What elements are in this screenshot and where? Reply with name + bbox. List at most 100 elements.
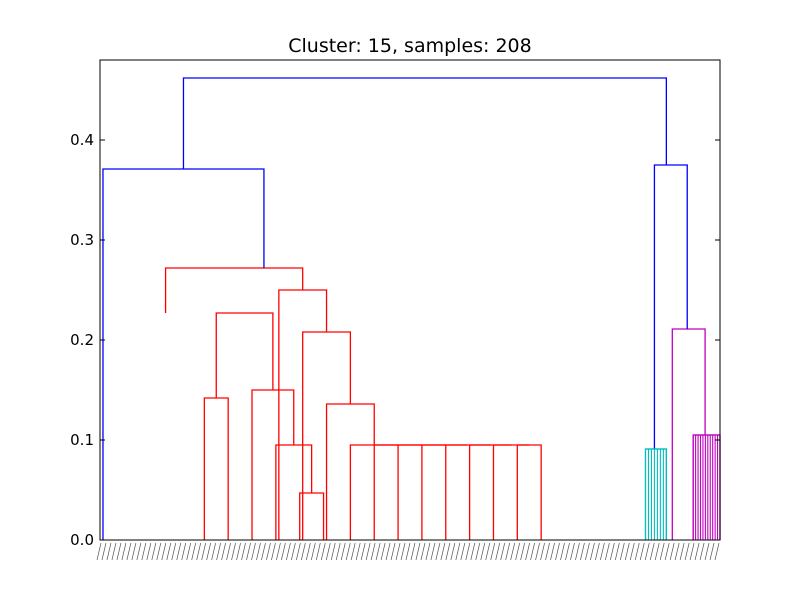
leaf-label-27 [231,542,236,561]
leaf-label-76 [475,542,481,561]
y-tick-label-3: 0.3 [70,231,94,249]
leaf-label-91 [550,542,555,561]
leaf-label-111 [649,542,655,561]
leaf-label-83 [510,542,516,561]
dendrogram-link-12 [349,444,399,540]
leaf-label-59 [390,542,396,561]
leaf-label-89 [540,542,545,561]
leaf-label-77 [480,542,486,561]
leaf-label-112 [654,542,660,561]
leaf-label-32 [256,542,261,561]
leaf-label-81 [500,542,506,561]
y-axis-ticks: 0.0 0.1 0.2 0.3 0.4 [70,131,720,549]
leaf-label-65 [420,542,426,561]
leaf-label-117 [679,542,685,561]
leaf-label-104 [614,542,620,561]
leaf-label-45 [320,542,326,561]
leaf-label-54 [365,542,371,561]
leaf-label-56 [375,542,381,561]
leaf-label-16 [176,542,182,561]
leaf-label-115 [669,542,675,561]
leaf-label-9 [141,542,147,561]
leaf-label-48 [335,542,341,561]
leaf-label-118 [684,542,690,561]
dendrogram-link-2 [251,389,295,540]
leaf-label-30 [246,542,251,561]
y-tick-label-1: 0.1 [70,431,94,449]
leaf-label-103 [609,542,615,561]
dendrogram-link-22 [182,77,667,169]
leaf-label-97 [580,542,585,561]
leaf-label-12 [156,542,162,561]
dendrogram-link-9 [421,444,467,540]
leaf-label-29 [241,542,246,561]
leaf-labels [96,542,720,561]
y-tick-label-2: 0.2 [70,331,94,349]
leaf-label-100 [595,542,600,561]
leaf-label-102 [605,542,610,561]
leaf-label-58 [385,542,391,561]
leaf-label-99 [590,542,595,561]
dense-cluster-0 [644,448,667,540]
leaf-label-72 [455,542,461,561]
leaf-label-39 [291,542,296,561]
leaf-label-101 [600,542,605,561]
leaf-label-90 [545,542,550,561]
leaf-label-123 [709,542,715,561]
leaf-label-24 [216,542,221,561]
leaf-label-10 [146,542,152,561]
leaf-label-88 [535,542,540,561]
leaf-label-23 [211,542,216,561]
leaf-label-106 [624,542,630,561]
leaf-label-40 [296,542,301,561]
leaf-label-62 [405,542,411,561]
leaf-label-119 [689,542,695,561]
dendrogram-link-21 [653,164,688,449]
leaf-label-70 [445,542,451,561]
leaf-label-105 [619,542,625,561]
leaf-label-41 [300,542,306,561]
leaf-label-50 [345,542,351,561]
leaf-label-92 [555,542,560,561]
dendrogram-link-16 [164,267,304,313]
leaf-label-35 [271,542,276,561]
leaf-label-110 [644,542,650,561]
leaf-label-25 [221,542,226,561]
leaf-label-42 [305,542,311,561]
leaf-label-116 [674,542,680,561]
dendrogram-link-5 [516,444,542,540]
leaf-label-94 [565,542,570,561]
dendrogram-link-3 [203,397,229,540]
leaf-label-95 [570,542,575,561]
leaf-label-38 [286,542,291,561]
leaf-label-52 [355,542,361,561]
leaf-label-5 [121,542,127,561]
leaf-label-49 [340,542,346,561]
leaf-label-107 [629,542,635,561]
leaf-label-0 [96,542,102,561]
leaf-label-6 [126,542,132,561]
leaf-label-87 [530,542,535,561]
leaf-label-124 [714,542,720,561]
leaf-label-31 [251,542,256,561]
leaf-label-51 [350,542,356,561]
leaf-label-93 [560,542,565,561]
leaf-label-109 [639,542,645,561]
leaf-label-26 [226,542,231,561]
leaf-label-13 [161,542,167,561]
leaf-label-4 [116,542,122,561]
leaf-label-78 [485,542,491,561]
dendrogram-link-7 [468,444,512,540]
leaf-label-60 [395,542,401,561]
leaf-label-2 [106,542,112,561]
leaf-label-64 [415,542,421,561]
leaf-label-68 [435,542,441,561]
leaf-label-36 [276,542,281,561]
leaf-label-19 [191,542,197,561]
leaf-label-84 [515,542,520,561]
leaf-label-47 [330,542,336,561]
leaf-label-121 [699,542,705,561]
leaf-label-57 [380,542,386,561]
leaf-label-108 [634,542,640,561]
y-tick-label-4: 0.4 [70,131,94,149]
